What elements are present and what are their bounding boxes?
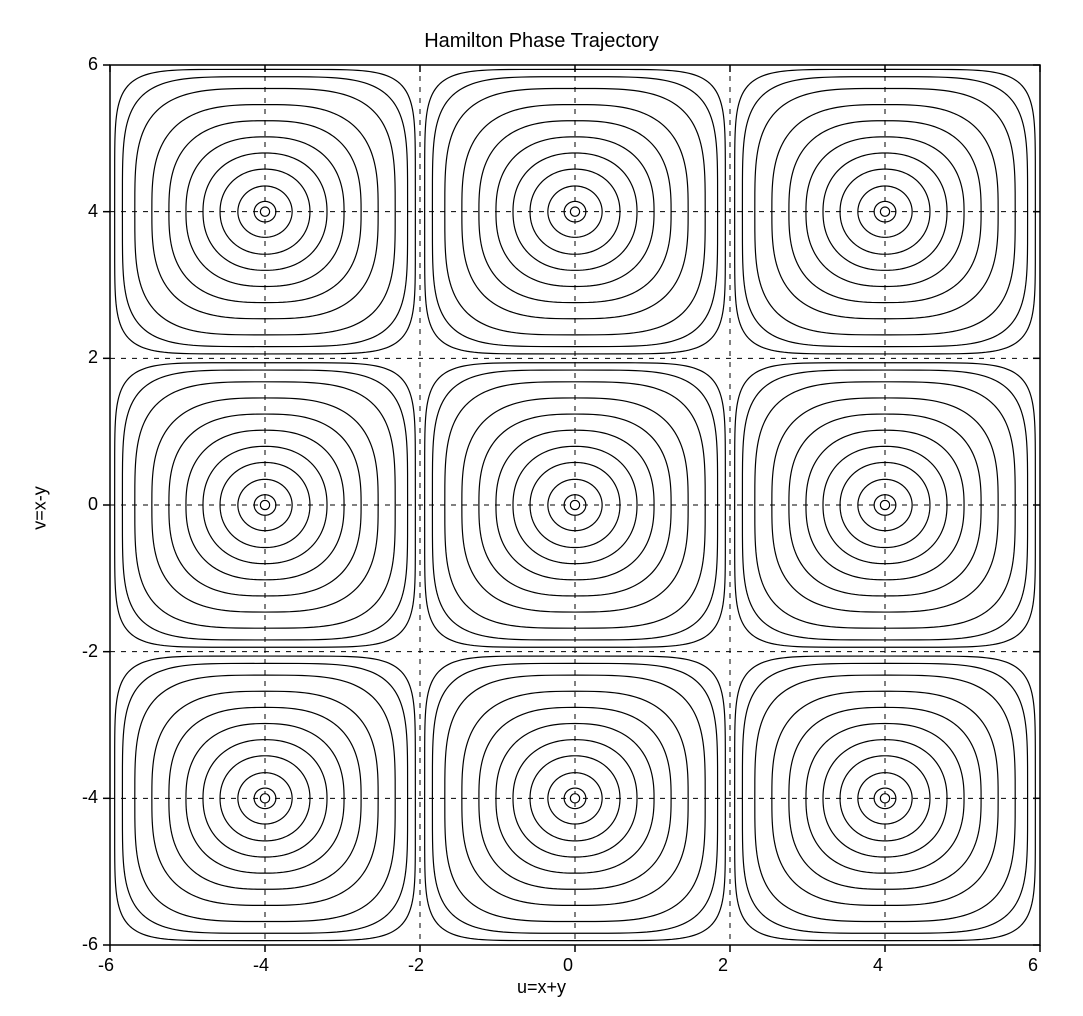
y-tick-label: 6 xyxy=(88,54,98,75)
x-tick-label: 4 xyxy=(873,955,883,976)
y-tick-label: 2 xyxy=(88,347,98,368)
center-marker xyxy=(570,207,579,216)
x-tick-label: -2 xyxy=(408,955,424,976)
plot-svg xyxy=(0,0,1083,1016)
phase-plot-figure: Hamilton Phase Trajectory v=x-y u=x+y -6… xyxy=(0,0,1083,1016)
y-tick-label: 4 xyxy=(88,201,98,222)
y-tick-label: -2 xyxy=(82,641,98,662)
x-tick-label: 2 xyxy=(718,955,728,976)
center-marker xyxy=(260,207,269,216)
center-marker xyxy=(260,794,269,803)
center-marker xyxy=(880,207,889,216)
x-axis-label: u=x+y xyxy=(0,977,1083,998)
x-tick-label: 0 xyxy=(563,955,573,976)
center-marker xyxy=(880,500,889,509)
y-tick-label: -6 xyxy=(82,934,98,955)
y-axis-label: v=x-y xyxy=(29,486,50,530)
center-marker xyxy=(570,794,579,803)
center-marker xyxy=(570,500,579,509)
x-tick-label: -6 xyxy=(98,955,114,976)
center-marker xyxy=(880,794,889,803)
x-tick-label: 6 xyxy=(1028,955,1038,976)
y-tick-label: -4 xyxy=(82,787,98,808)
center-marker xyxy=(260,500,269,509)
x-tick-label: -4 xyxy=(253,955,269,976)
chart-title: Hamilton Phase Trajectory xyxy=(0,30,1083,53)
y-tick-label: 0 xyxy=(88,494,98,515)
